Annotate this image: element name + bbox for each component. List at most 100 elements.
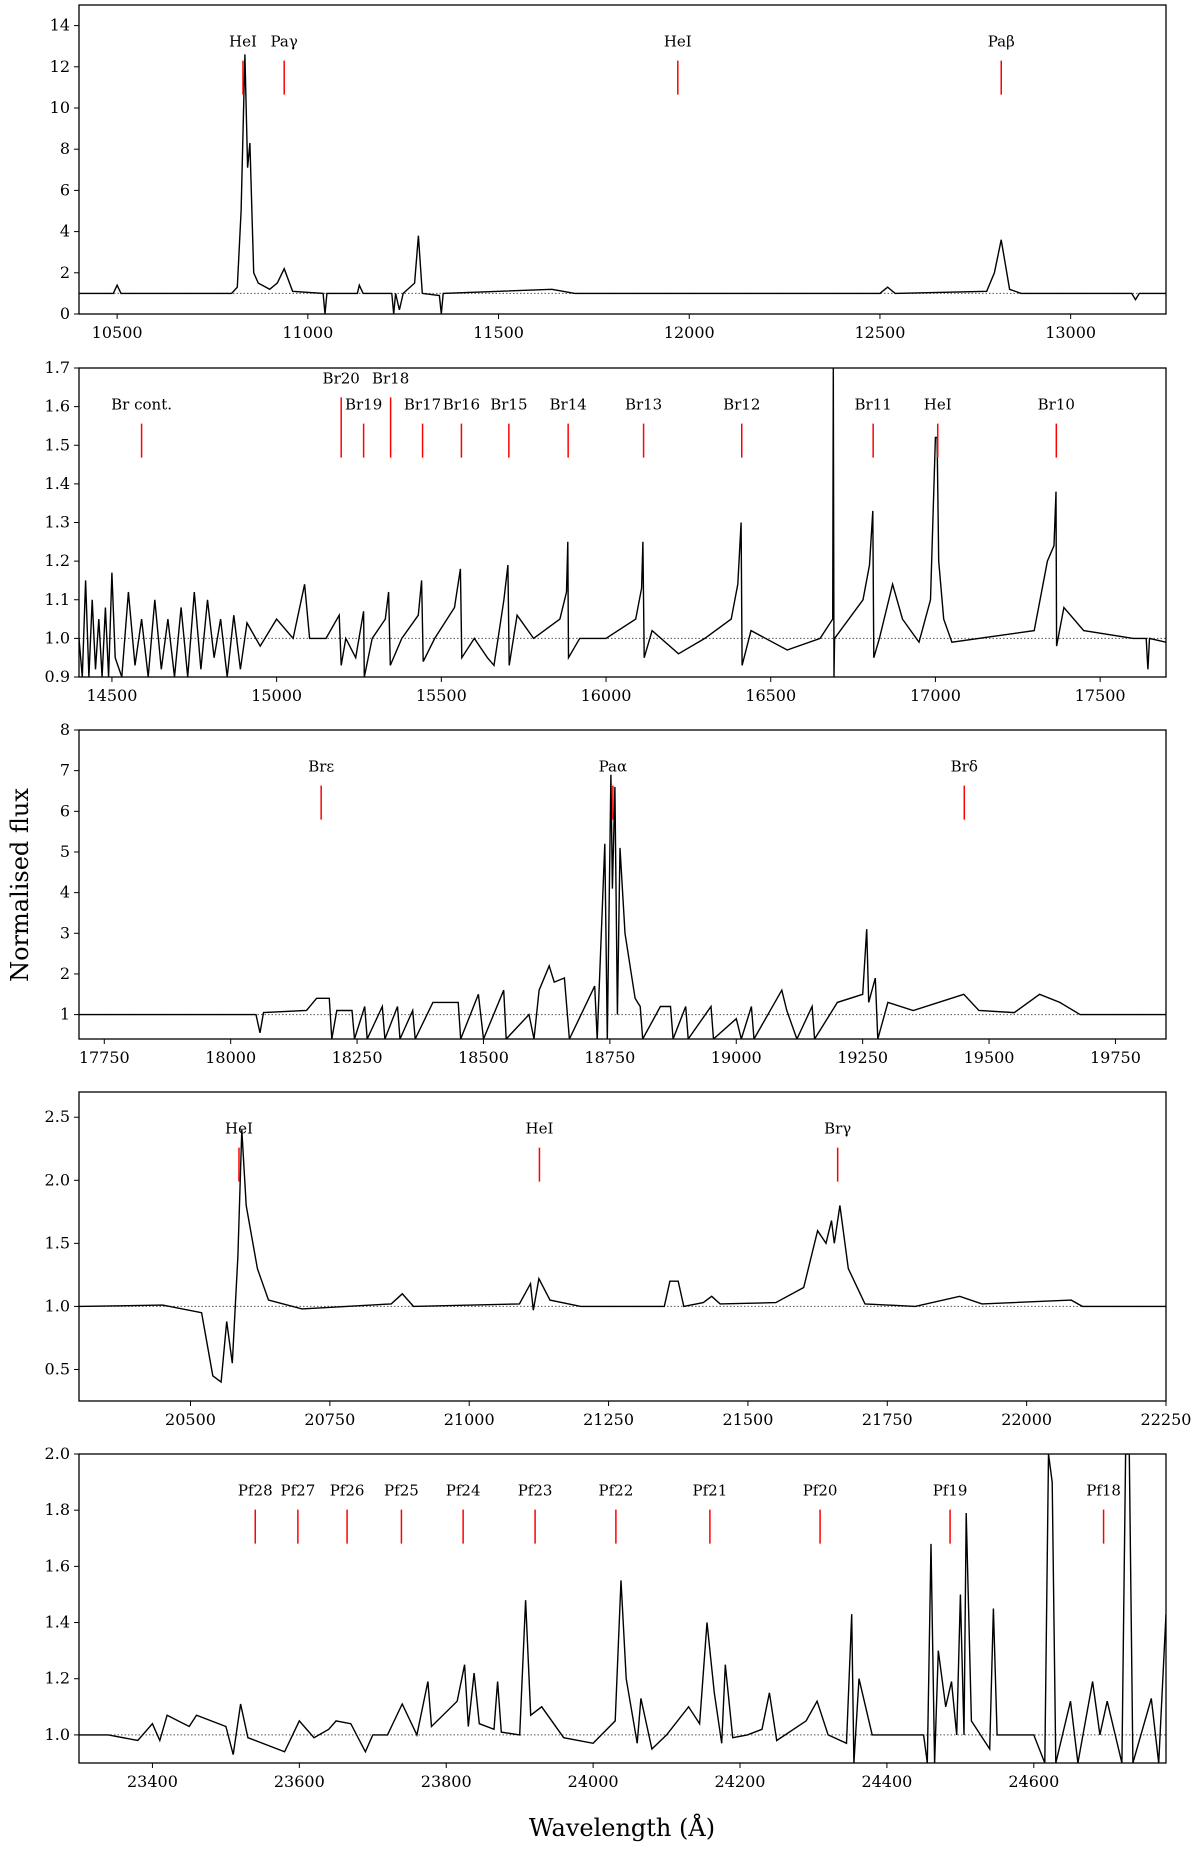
line-label: Brε (308, 758, 334, 776)
x-tick-label: 18000 (205, 1048, 256, 1067)
x-tick-label: 18500 (458, 1048, 509, 1067)
spectrum-panel-1: HeI Paγ HeI Paβ 10500 11000 11500 12000 12500 130… (50, 4, 1167, 342)
x-tick-label: 18250 (332, 1048, 383, 1067)
x-tick-label: 19750 (1090, 1048, 1141, 1067)
x-tick-label: 18750 (584, 1048, 635, 1067)
line-label: Br17 (404, 396, 441, 414)
y-tick-label: 2.0 (45, 1444, 70, 1463)
y-tick-label: 6 (60, 801, 70, 820)
line-label: Pf21 (693, 1482, 728, 1500)
y-tick-label: 14 (50, 16, 70, 35)
line-label: Paβ (988, 33, 1015, 51)
axes-frame (78, 729, 1167, 1040)
line-label: Pf20 (803, 1482, 838, 1500)
y-tick-label: 1.2 (45, 1669, 70, 1688)
y-tick-label: 1.8 (45, 1500, 70, 1519)
x-tick-label: 23400 (127, 1772, 178, 1791)
y-tick-label: 1.6 (45, 397, 70, 416)
line-label: HeI (924, 396, 952, 414)
x-tick-label: 21000 (444, 1410, 495, 1429)
y-tick-label: 2 (60, 964, 70, 983)
x-tick-label: 19250 (837, 1048, 888, 1067)
line-label: Brδ (951, 758, 978, 776)
line-label: Br13 (625, 396, 662, 414)
x-tick-label: 17750 (79, 1048, 130, 1067)
x-tick-label: 22250 (1141, 1410, 1192, 1429)
spectrum-panel-4: HeI HeI Brγ 20500 20750 21000 21250 21500 21750 2… (45, 1091, 1192, 1429)
line-label: Br cont. (111, 396, 172, 414)
x-tick-label: 17000 (910, 686, 961, 705)
x-tick-label: 23800 (421, 1772, 472, 1791)
line-label: Br20 (323, 369, 360, 387)
y-tick-label: 1.3 (45, 513, 70, 532)
y-tick-label: 8 (60, 139, 70, 158)
line-label: Br14 (550, 396, 587, 414)
line-label: Pf26 (330, 1482, 365, 1500)
line-label: Br11 (855, 396, 892, 414)
y-tick-label: 1.0 (45, 1725, 70, 1744)
x-tick-label: 11500 (473, 323, 524, 342)
line-label: HeI (229, 33, 257, 51)
y-tick-label: 2.0 (45, 1170, 70, 1189)
x-tick-label: 10500 (92, 323, 143, 342)
spectrum-panel-3: Brε Paα Brδ 17750 18000 18250 18500 18750 19000 1… (60, 720, 1167, 1067)
line-label: Br15 (490, 396, 527, 414)
x-tick-label: 16500 (745, 686, 796, 705)
line-label: Pf23 (518, 1482, 553, 1500)
x-tick-label: 20500 (165, 1410, 216, 1429)
line-label: Pf25 (384, 1482, 419, 1500)
y-tick-label: 1.6 (45, 1556, 70, 1575)
y-tick-label: 4 (60, 222, 70, 241)
x-tick-label: 22000 (1001, 1410, 1052, 1429)
line-label: Br10 (1038, 396, 1075, 414)
y-tick-label: 7 (60, 761, 70, 780)
spectrum-panel-5: Pf28 Pf27 Pf26 Pf25 Pf24 Pf23 Pf22 Pf21 Pf20 Pf19… (45, 1444, 1167, 1791)
y-tick-label: 1 (60, 1005, 70, 1024)
y-tick-label: 1.7 (45, 358, 70, 377)
x-tick-label: 15000 (251, 686, 302, 705)
x-tick-label: 19000 (711, 1048, 762, 1067)
line-label: Brγ (824, 1120, 851, 1138)
y-tick-label: 1.4 (45, 474, 70, 493)
line-label: Pf28 (238, 1482, 273, 1500)
x-tick-label: 17500 (1075, 686, 1126, 705)
line-label: Pf18 (1086, 1482, 1121, 1500)
y-tick-label: 1.0 (45, 1296, 70, 1315)
line-label: HeI (664, 33, 692, 51)
line-label: HeI (525, 1120, 553, 1138)
y-tick-label: 1.0 (45, 628, 70, 647)
x-tick-label: 24000 (568, 1772, 619, 1791)
line-label: Pf24 (446, 1482, 481, 1500)
y-tick-label: 1.4 (45, 1613, 70, 1632)
y-tick-label: 12 (50, 57, 70, 76)
line-label: Br19 (345, 396, 382, 414)
x-tick-label: 16000 (581, 686, 632, 705)
spectrum-line (79, 54, 1166, 314)
x-tick-label: 15500 (416, 686, 467, 705)
y-tick-label: 2 (60, 263, 70, 282)
y-tick-label: 1.1 (45, 590, 70, 609)
y-tick-label: 10 (50, 98, 70, 117)
x-tick-label: 14500 (86, 686, 137, 705)
y-tick-label: 1.5 (45, 435, 70, 454)
y-tick-label: 2.5 (45, 1107, 70, 1126)
axes-frame (78, 4, 1167, 315)
y-axis-label: Normalised flux (6, 788, 34, 982)
x-tick-label: 21250 (583, 1410, 634, 1429)
x-tick-label: 21750 (862, 1410, 913, 1429)
y-tick-label: 1.2 (45, 551, 70, 570)
y-tick-label: 4 (60, 883, 70, 902)
x-tick-label: 12000 (664, 323, 715, 342)
x-tick-label: 19500 (964, 1048, 1015, 1067)
x-tick-label: 20750 (304, 1410, 355, 1429)
line-label: Br12 (723, 396, 760, 414)
y-tick-label: 0.9 (45, 667, 70, 686)
line-label: Pf19 (933, 1482, 968, 1500)
x-tick-label: 12500 (854, 323, 905, 342)
y-tick-label: 0.5 (45, 1359, 70, 1378)
y-tick-label: 5 (60, 842, 70, 861)
axes-frame (78, 1091, 1167, 1402)
spectrum-line (79, 1129, 1166, 1384)
x-tick-label: 11000 (282, 323, 333, 342)
spectrum-line (79, 774, 1166, 1039)
